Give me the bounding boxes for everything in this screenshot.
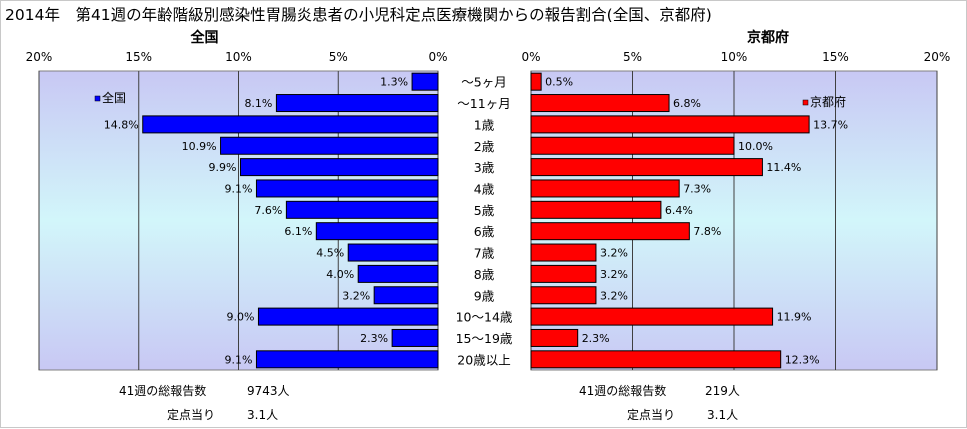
bar-0-3 <box>220 136 439 155</box>
bar-0-11 <box>257 307 439 326</box>
bar-0-5 <box>255 179 439 198</box>
value-label-0-10: 3.2% <box>342 289 370 302</box>
bar-0-4 <box>239 158 439 177</box>
footer-total-value-1: 219人 <box>705 384 740 398</box>
value-label-0-2: 14.8% <box>104 118 139 131</box>
value-label-0-12: 2.3% <box>360 332 388 345</box>
category-label-0: ～5ヶ月 <box>461 75 506 90</box>
bar-1-3 <box>530 136 735 155</box>
tick-label-0-4: 20% <box>26 50 53 64</box>
value-label-1-4: 11.4% <box>766 161 801 174</box>
value-label-0-0: 1.3% <box>380 76 408 89</box>
value-label-1-5: 7.3% <box>683 182 711 195</box>
bar-0-6 <box>285 200 439 219</box>
bar-0-9 <box>357 264 439 283</box>
bar-1-8 <box>530 243 597 262</box>
footer-total-label-1: 41週の総報告数 <box>579 383 666 398</box>
value-label-1-12: 2.3% <box>582 332 610 345</box>
bar-1-10 <box>530 286 597 305</box>
value-label-1-3: 10.0% <box>738 140 773 153</box>
bar-0-0 <box>411 72 439 91</box>
value-label-1-6: 6.4% <box>665 204 693 217</box>
value-label-0-5: 9.1% <box>225 182 253 195</box>
tick-label-0-3: 15% <box>125 50 152 64</box>
tick-label-0-1: 5% <box>329 50 348 64</box>
tick-label-0-2: 10% <box>225 50 252 64</box>
bar-1-0 <box>530 72 542 91</box>
value-label-0-3: 10.9% <box>182 140 217 153</box>
value-label-0-1: 8.1% <box>244 97 272 110</box>
bar-0-13 <box>255 350 439 369</box>
value-label-1-10: 3.2% <box>600 289 628 302</box>
bar-1-2 <box>530 115 810 134</box>
category-label-3: 2歳 <box>474 139 495 154</box>
chart-title: 2014年 第41週の年齢階級別感染性胃腸炎患者の小児科定点医療機関からの報告割… <box>5 6 712 24</box>
category-label-4: 3歳 <box>474 160 495 175</box>
bar-1-1 <box>530 94 670 113</box>
value-label-1-2: 13.7% <box>813 118 848 131</box>
bar-1-7 <box>530 222 690 241</box>
legend-swatch-0 <box>94 95 101 102</box>
footer-total-label-0: 41週の総報告数 <box>119 383 206 398</box>
value-label-0-11: 9.0% <box>226 311 254 324</box>
bar-0-2 <box>142 115 439 134</box>
footer-per-label-1: 定点当り <box>627 407 675 422</box>
value-label-1-13: 12.3% <box>785 353 820 366</box>
value-label-0-6: 7.6% <box>254 204 282 217</box>
category-label-13: 20歳以上 <box>457 352 510 367</box>
tick-label-1-2: 10% <box>721 50 748 64</box>
tick-label-1-3: 15% <box>822 50 849 64</box>
footer-per-label-0: 定点当り <box>167 407 215 422</box>
bar-1-12 <box>530 328 579 347</box>
panel-title-1: 京都府 <box>747 29 789 46</box>
tick-label-1-1: 5% <box>623 50 642 64</box>
footer-per-value-0: 3.1人 <box>247 408 278 422</box>
value-label-0-9: 4.0% <box>326 268 354 281</box>
value-label-0-4: 9.9% <box>209 161 237 174</box>
category-label-1: ～11ヶ月 <box>457 96 510 111</box>
tick-label-0-0: 0% <box>428 50 447 64</box>
category-label-5: 4歳 <box>474 181 495 196</box>
legend-label-0: 全国 <box>102 90 126 105</box>
bar-1-9 <box>530 264 597 283</box>
bar-0-10 <box>373 286 439 305</box>
category-label-12: 15～19歳 <box>456 331 513 346</box>
value-label-1-7: 7.8% <box>693 225 721 238</box>
value-label-0-8: 4.5% <box>316 247 344 260</box>
value-label-0-13: 9.1% <box>225 353 253 366</box>
bar-1-13 <box>530 350 782 369</box>
tick-label-1-0: 0% <box>521 50 540 64</box>
category-label-11: 10～14歳 <box>456 310 513 325</box>
bar-1-4 <box>530 158 763 177</box>
value-label-1-8: 3.2% <box>600 247 628 260</box>
footer-total-value-0: 9743人 <box>247 384 290 398</box>
category-label-9: 8歳 <box>474 267 495 282</box>
value-label-1-11: 11.9% <box>777 311 812 324</box>
bar-1-11 <box>530 307 774 326</box>
value-label-1-0: 0.5% <box>545 76 573 89</box>
panel-title-0: 全国 <box>190 29 219 46</box>
bar-0-1 <box>275 94 439 113</box>
bar-0-7 <box>315 222 439 241</box>
bar-0-8 <box>347 243 439 262</box>
value-label-1-9: 3.2% <box>600 268 628 281</box>
category-label-6: 5歳 <box>474 203 495 218</box>
category-label-10: 9歳 <box>474 288 495 303</box>
bar-1-5 <box>530 179 680 198</box>
bar-1-6 <box>530 200 662 219</box>
bar-0-12 <box>391 328 439 347</box>
tick-label-1-4: 20% <box>924 50 951 64</box>
value-label-1-1: 6.8% <box>673 97 701 110</box>
footer-per-value-1: 3.1人 <box>707 408 738 422</box>
category-label-7: 6歳 <box>474 224 495 239</box>
category-label-2: 1歳 <box>474 117 495 132</box>
legend-swatch-1 <box>802 99 809 106</box>
category-label-8: 7歳 <box>474 246 495 261</box>
legend-label-1: 京都府 <box>810 94 846 109</box>
value-label-0-7: 6.1% <box>284 225 312 238</box>
